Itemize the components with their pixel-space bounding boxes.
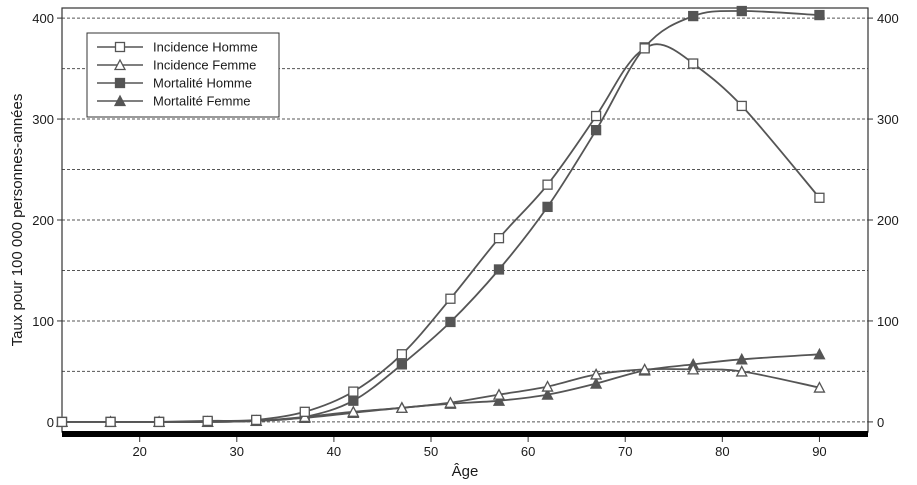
data-point (814, 192, 825, 203)
data-point (105, 416, 116, 428)
data-point (735, 352, 748, 365)
data-point (590, 110, 602, 122)
data-point (493, 264, 505, 275)
data-point (541, 380, 554, 392)
data-point (347, 405, 360, 417)
y-tick-label-right: 400 (877, 11, 899, 26)
x-axis-bar (62, 431, 868, 437)
data-point (445, 316, 456, 328)
data-point (688, 58, 699, 69)
data-point (395, 401, 408, 413)
data-point (56, 416, 68, 428)
y-tick-label-right: 0 (877, 415, 884, 430)
legend-marker (114, 41, 126, 53)
data-point (735, 365, 748, 377)
x-tick-label: 40 (327, 444, 341, 459)
legend-item: Mortalité Femme (97, 94, 251, 109)
data-point (348, 395, 359, 406)
legend-marker (113, 58, 127, 71)
data-point (542, 201, 553, 213)
y-tick-label-right: 300 (877, 112, 899, 127)
legend-item: Incidence Homme (97, 40, 258, 55)
data-point (299, 406, 310, 417)
x-tick-label: 50 (424, 444, 438, 459)
x-tick-label: 80 (715, 444, 729, 459)
series-layer (55, 5, 826, 428)
legend-marker (114, 77, 126, 89)
data-point (638, 363, 651, 375)
data-point (688, 10, 699, 22)
data-point (542, 179, 553, 190)
data-point (590, 125, 602, 136)
y-tick-label-right: 100 (877, 314, 899, 329)
y-tick-label: 0 (47, 415, 54, 430)
x-tick-label: 30 (230, 444, 244, 459)
y-tick-label: 100 (32, 314, 54, 329)
data-point (445, 293, 456, 304)
y-tick-label: 300 (32, 112, 54, 127)
data-point (348, 386, 359, 397)
y-tick-label: 400 (32, 11, 54, 26)
legend-label: Incidence Homme (153, 40, 258, 55)
data-point (444, 396, 457, 408)
data-point (202, 415, 213, 427)
data-point (814, 9, 825, 21)
legend-label: Incidence Femme (153, 58, 256, 73)
legend: Incidence Homme Incidence Femme Mortalité … (86, 32, 280, 118)
x-tick-label: 20 (132, 444, 146, 459)
data-point (687, 363, 700, 375)
data-point (813, 381, 826, 393)
data-point (251, 414, 262, 426)
y-tick-label: 200 (32, 213, 54, 228)
legend-item: Incidence Femme (97, 58, 256, 73)
x-tick-label: 70 (618, 444, 632, 459)
x-axis-label: Âge (452, 463, 479, 480)
data-point (493, 233, 505, 244)
data-point (492, 394, 506, 406)
data-point (736, 5, 747, 17)
data-point (492, 388, 506, 400)
data-point (590, 377, 603, 389)
legend-label: Mortalité Femme (153, 94, 251, 109)
x-tick-label: 60 (521, 444, 535, 459)
data-point (736, 100, 747, 112)
data-point (396, 359, 408, 370)
legend-marker (113, 94, 127, 107)
y-axis-label: Taux pour 100 000 personnes-années (9, 94, 26, 347)
legend-label: Mortalité Homme (153, 76, 252, 91)
y-tick-label-right: 200 (877, 213, 899, 228)
data-point (639, 43, 650, 54)
data-point (396, 349, 408, 360)
gridlines (62, 17, 868, 423)
data-point (813, 347, 826, 360)
axis-ticks: 0 0 100 100 200 200 300 300 400 400 20 30 40 50 60 70 80… (32, 11, 898, 459)
data-point (590, 368, 603, 380)
x-tick-label: 90 (812, 444, 826, 459)
data-point (541, 388, 554, 400)
legend-item: Mortalité Homme (97, 76, 252, 91)
data-point (153, 416, 165, 428)
series-incidence-homme (56, 43, 825, 428)
